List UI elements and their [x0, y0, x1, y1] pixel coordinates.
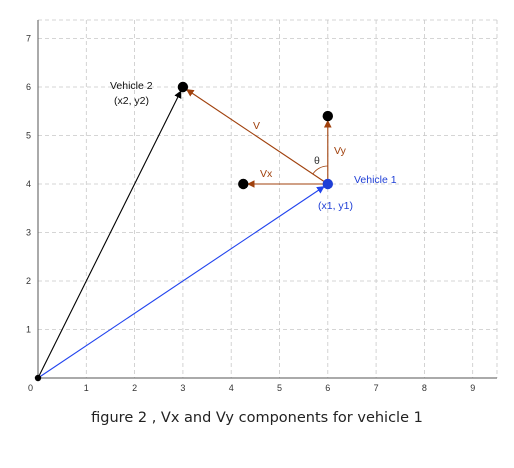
point-vx_end — [238, 178, 249, 190]
x-tick-label: 6 — [325, 383, 330, 393]
annotations: Vehicle 2 (x2, y2) Vehicle 1 (x1, y1) V … — [110, 80, 397, 212]
x-tick-label: 7 — [374, 383, 379, 393]
theta-arc — [312, 165, 328, 175]
x-tick-label: 8 — [422, 383, 427, 393]
vector-origin-to-v1 — [37, 186, 325, 379]
vx-label: Vx — [260, 168, 273, 180]
point-vehicle2 — [177, 81, 189, 93]
axes: 0 1 2 3 4 5 6 7 8 9 1 2 3 4 5 6 7 — [26, 20, 497, 393]
x-tick-label: 0 — [28, 383, 33, 393]
grid — [38, 19, 498, 378]
point-vy_end — [322, 110, 333, 122]
figure-caption: figure 2 , Vx and Vy components for vehi… — [91, 410, 423, 426]
x-tick-label: 1 — [84, 383, 89, 393]
vector-origin-to-v2 — [37, 90, 182, 379]
vectors — [37, 89, 332, 379]
theta-label: θ — [314, 155, 320, 167]
vy-label: Vy — [334, 145, 347, 157]
y-tick-label: 2 — [26, 276, 31, 286]
y-tick-label: 4 — [26, 179, 31, 189]
vehicle1-coords-label: (x1, y1) — [318, 200, 353, 212]
y-tick-label: 6 — [26, 82, 31, 92]
y-tick-label: 7 — [26, 34, 31, 44]
point-vehicle1 — [322, 178, 333, 190]
x-tick-label: 9 — [470, 383, 475, 393]
vector-V — [185, 89, 329, 185]
point-origin — [34, 374, 42, 382]
y-tick-label: 1 — [26, 325, 31, 335]
x-tick-label: 2 — [132, 383, 137, 393]
vehicle2-name-label: Vehicle 2 — [110, 80, 153, 92]
y-tick-label: 3 — [26, 228, 31, 238]
v-label: V — [253, 120, 260, 132]
x-tick-label: 4 — [229, 383, 234, 393]
y-tick-label: 5 — [26, 131, 31, 141]
vehicle2-coords-label: (x2, y2) — [114, 95, 149, 107]
x-tick-label: 3 — [180, 383, 185, 393]
vehicle1-name-label: Vehicle 1 — [354, 174, 397, 186]
points — [34, 81, 333, 382]
x-tick-label: 5 — [277, 383, 282, 393]
